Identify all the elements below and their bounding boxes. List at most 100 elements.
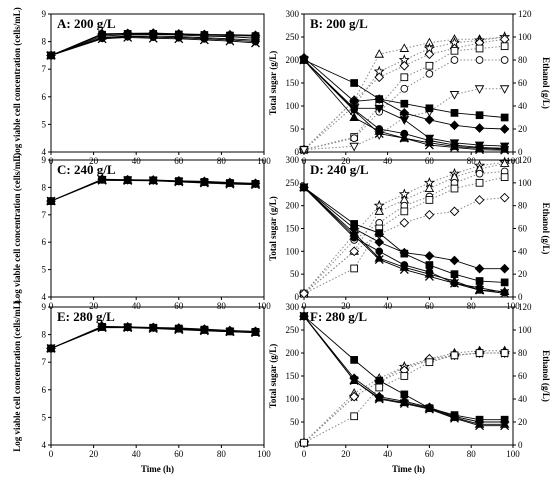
y-tick-label: 4	[42, 292, 47, 302]
y2-tick-label: 40	[518, 101, 528, 111]
y-tick-label: 4	[42, 440, 47, 450]
sugar-series-3-point	[349, 376, 359, 386]
y-tick-label: 7	[42, 210, 47, 220]
sugar-series-0-point	[499, 263, 510, 274]
cell-series-3-point	[225, 327, 235, 337]
ethanol-series-3-point	[450, 351, 459, 360]
x-tick-label: 100	[257, 301, 271, 311]
y2-tick-label: 20	[518, 269, 528, 279]
sugar-series-4-point	[475, 285, 485, 295]
sugar-series-4-point	[450, 278, 459, 288]
ethanol-series-3-point	[450, 184, 459, 193]
sugar-series-4-point	[374, 255, 384, 265]
sugar-series-1-line	[303, 315, 505, 423]
cell-series-3-point	[148, 176, 158, 186]
sugar-series-3-point	[399, 399, 409, 409]
sugar-series-2-point	[374, 104, 385, 114]
y-tick-label: 6	[42, 385, 47, 395]
panel-title: E: 280 g/L	[57, 309, 115, 324]
ethanol-series-0-point	[374, 49, 385, 58]
y-tick-label: 9	[42, 155, 47, 165]
cell-series-3-point	[251, 180, 260, 190]
x-tick-label: 40	[132, 301, 142, 311]
y-tick-label: 150	[286, 224, 300, 234]
sugar-series-0-point	[449, 255, 460, 266]
cell-series-3-point	[174, 325, 184, 335]
cell-series-3-point	[97, 175, 107, 185]
cell-series-5-point	[174, 34, 184, 44]
ethanol-series-3-point	[400, 207, 409, 216]
ethanol-series-3-point	[350, 412, 359, 421]
panel-D: 0 20 40 60 80 1000501001502002503000204060801…	[268, 155, 550, 311]
sugar-series-0-point	[475, 111, 484, 120]
cell-series-3-point	[199, 326, 209, 336]
ethanol-series-5-point	[499, 85, 510, 94]
sugar-series-4-point	[399, 265, 409, 275]
y-tick-label: 50	[290, 269, 300, 279]
y-tick-label: 6	[42, 237, 47, 247]
y-tick-label: 200	[286, 201, 300, 211]
y2-tick-label: 120	[518, 155, 532, 165]
ethanol-series-3-point	[300, 438, 308, 447]
sugar-series-0-point	[500, 113, 509, 122]
y-tick-label: 9	[42, 9, 47, 19]
y-tick-label: 200	[286, 55, 300, 65]
sugar-series-5-point	[500, 145, 510, 155]
ethanol-series-3-line	[303, 176, 505, 295]
y2-tick-label: 40	[518, 246, 528, 256]
ethanol-series-1-point	[499, 158, 510, 167]
sugar-series-0-point	[375, 376, 384, 385]
sugar-series-0-point	[424, 251, 435, 261]
y-axis-label: Total sugar (g/L)	[268, 344, 278, 409]
y-tick-label: 100	[286, 394, 300, 404]
y-tick-label: 9	[42, 302, 47, 312]
cell-series-3-line	[50, 35, 256, 56]
cell-series-4-point	[174, 33, 183, 42]
y-axis-label: Total sugar (g/L)	[268, 196, 278, 261]
y-tick-label: 7	[42, 64, 47, 74]
plot-frame	[50, 306, 265, 446]
ethanol-series-5-point	[449, 91, 460, 100]
ethanol-series-3-point	[500, 42, 509, 51]
x-tick-label: 80	[217, 301, 227, 311]
sugar-series-1-point	[474, 123, 485, 133]
y2-tick-label: 40	[518, 394, 528, 404]
ethanol-series-3-line	[303, 352, 505, 444]
sugar-series-5-point	[424, 140, 434, 150]
cell-series-3-point	[97, 323, 107, 333]
cell-series-5-point	[97, 34, 107, 44]
sugar-series-5-point	[349, 106, 359, 116]
sugar-series-3-point	[475, 421, 485, 431]
sugar-series-1-point	[449, 120, 460, 131]
cell-series-5-point	[123, 33, 133, 42]
sugar-series-1-point	[400, 249, 409, 258]
cell-series-3-point	[148, 324, 158, 333]
y-tick-label: 8	[42, 37, 47, 47]
y-tick-label: 100	[286, 101, 300, 111]
cell-series-2-line	[50, 33, 256, 56]
y-axis-label: Log viable cell concentration (cells/mL)	[12, 153, 22, 304]
y-axis-label: Total sugar (g/L)	[268, 51, 278, 116]
sugar-series-4-point	[349, 230, 359, 240]
ethanol-series-4-point	[350, 134, 359, 143]
sugar-series-5-point	[299, 55, 309, 65]
y2-tick-label: 20	[518, 124, 528, 134]
ethanol-series-0-line	[303, 161, 505, 294]
x-tick-label: 60	[425, 449, 435, 459]
ethanol-series-5-point	[349, 142, 359, 152]
ethanol-series-3-point	[425, 358, 434, 367]
cell-series-3-point	[123, 323, 133, 333]
y2-axis-label: Ethanol (g/L)	[541, 57, 550, 109]
sugar-series-0-point	[425, 104, 434, 113]
x-tick-label: 40	[383, 301, 393, 311]
ethanol-series-3-point	[425, 61, 434, 70]
x-tick-label: 0	[302, 449, 307, 459]
ethanol-series-3-point	[400, 372, 409, 380]
sugar-series-4-line	[303, 187, 505, 294]
y-tick-label: 100	[286, 246, 300, 256]
x-tick-label: 20	[341, 156, 351, 166]
sugar-series-5-point	[374, 129, 384, 139]
x-tick-label: 60	[425, 301, 435, 311]
ethanol-series-4-point	[299, 288, 309, 299]
